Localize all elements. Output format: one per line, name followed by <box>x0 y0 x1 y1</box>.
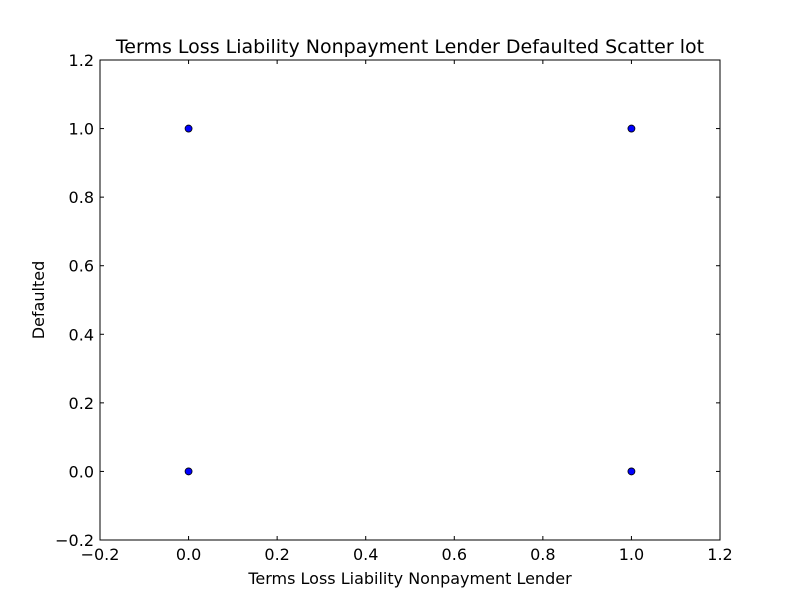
y-tick-label: 0.8 <box>69 188 94 207</box>
chart-title: Terms Loss Liability Nonpayment Lender D… <box>115 36 704 58</box>
x-tick-label: 0.2 <box>264 545 289 564</box>
x-tick-label: 1.2 <box>707 545 732 564</box>
y-tick-label: −0.2 <box>55 531 94 550</box>
y-tick-label: 0.2 <box>69 394 94 413</box>
x-tick-label: −0.2 <box>81 545 120 564</box>
data-point <box>184 124 193 133</box>
plot-area: −0.2 0.0 0.2 0.4 0.6 0.8 1.0 1.2 −0.2 0.0 0.2 0.4 0.… <box>55 51 733 564</box>
y-tick-label: 1.0 <box>69 120 94 139</box>
x-axis-label: Terms Loss Liability Nonpayment Lender <box>247 569 572 588</box>
plot-frame <box>99 59 721 541</box>
y-tick-label: 0.4 <box>69 325 94 344</box>
y-axis-label: Defaulted <box>29 261 48 339</box>
y-tick-label: 0.6 <box>69 257 94 276</box>
x-tick-label: 1.0 <box>619 545 644 564</box>
data-point <box>627 124 636 133</box>
x-tick-label: 0.4 <box>353 545 378 564</box>
x-tick-label: 0.0 <box>176 545 201 564</box>
data-point <box>627 467 636 476</box>
x-tick-label: 0.6 <box>442 545 467 564</box>
y-tick-label: 0.0 <box>69 462 94 481</box>
y-tick-label: 1.2 <box>69 51 94 70</box>
x-tick-label: 0.8 <box>530 545 555 564</box>
data-point <box>184 467 193 476</box>
